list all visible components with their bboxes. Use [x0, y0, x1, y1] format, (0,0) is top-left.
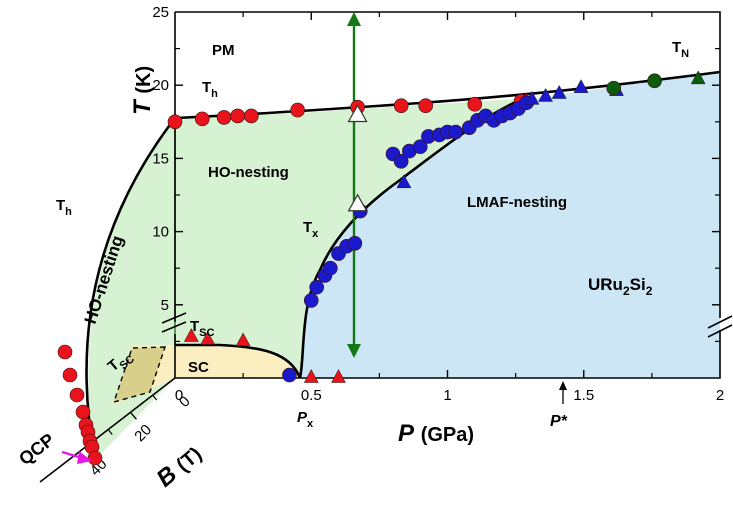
y-tick-label: 10 [152, 224, 169, 241]
data-point [323, 261, 337, 275]
data-point [394, 99, 408, 113]
y-axis-title: T (K) [129, 66, 156, 115]
data-point [282, 368, 296, 382]
x-tick-label: 1.5 [573, 387, 594, 404]
data-point [539, 88, 553, 101]
x-tick-label: 1 [443, 387, 451, 404]
field-data-point [88, 451, 102, 465]
data-point [607, 81, 621, 95]
x-axis-title: P (GPa) [398, 420, 474, 447]
pm-label: PM [212, 42, 235, 59]
y-tick-label: 25 [152, 4, 169, 21]
data-point [304, 293, 318, 307]
sc-label: SC [188, 359, 209, 376]
data-point [419, 99, 433, 113]
data-point [574, 80, 588, 93]
data-point [648, 74, 662, 88]
field-data-point [63, 368, 77, 382]
pstar-arrow [559, 381, 567, 404]
b-axis-title: B (T) [152, 440, 207, 493]
px-label: Px [297, 409, 314, 430]
lmaf-nesting-label: LMAF-nesting [467, 194, 567, 211]
th-label: Th [202, 79, 218, 100]
field-data-point [58, 345, 72, 359]
data-point [449, 125, 463, 139]
data-point [291, 103, 305, 117]
qcp-label: QCP [15, 429, 58, 469]
data-point [244, 109, 258, 123]
y-tick-label: 15 [152, 150, 169, 167]
data-point [195, 112, 209, 126]
ho-nesting-label: HO-nesting [208, 164, 289, 181]
field-data-point [76, 405, 90, 419]
pstar-label: P* [550, 413, 568, 430]
x-tick-label: 0 [175, 387, 183, 404]
tn-label: TN [672, 39, 689, 60]
field-th-label: Th [56, 197, 72, 218]
data-point [217, 110, 231, 124]
field-data-point [70, 388, 84, 402]
data-point [310, 280, 324, 294]
b-tick-label: 20 [131, 421, 155, 445]
x-tick-label: 2 [716, 387, 724, 404]
x-tick-label: 0.5 [301, 387, 322, 404]
data-point [348, 236, 362, 250]
data-point [168, 115, 182, 129]
data-point [468, 97, 482, 111]
y-tick-label: 5 [161, 297, 169, 314]
data-point [231, 109, 245, 123]
